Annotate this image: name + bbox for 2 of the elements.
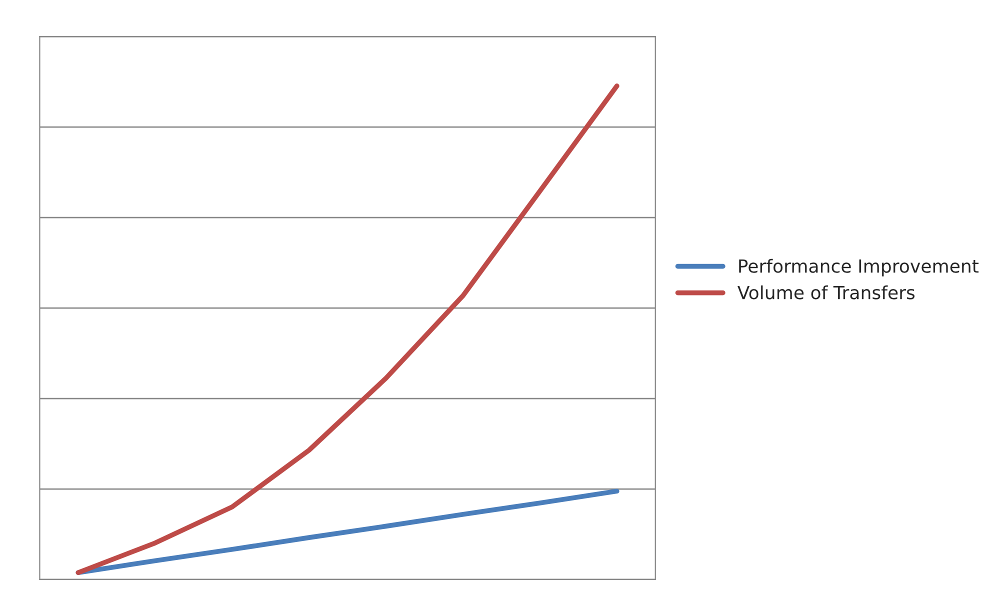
legend-label: Performance Improvement bbox=[739, 258, 979, 276]
legend-label: Volume of Transfers bbox=[738, 285, 915, 300]
